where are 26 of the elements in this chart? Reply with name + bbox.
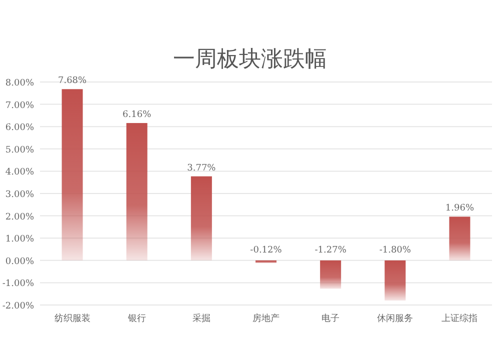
x-tick-label: 电子 <box>322 313 340 323</box>
data-label: -0.12% <box>250 245 282 256</box>
data-label: 3.77% <box>187 163 216 174</box>
x-tick-label: 休闲服务 <box>377 313 414 323</box>
y-tick-label: 5.00% <box>5 145 34 156</box>
x-tick-label: 房地产 <box>252 313 280 323</box>
chart-title: 一周板块涨跌幅 <box>173 47 327 72</box>
y-tick-label: 7.00% <box>5 100 34 111</box>
y-tick-label: 4.00% <box>5 168 34 178</box>
data-label: 7.68% <box>58 76 88 86</box>
x-tick-label: 纺织服装 <box>54 313 90 323</box>
y-tick-label: 0.00% <box>5 256 34 267</box>
data-label: 1.96% <box>445 204 474 214</box>
y-tick-label: 8.00% <box>5 78 34 88</box>
y-tick-label: 6.00% <box>5 123 34 134</box>
data-label: -1.80% <box>379 245 412 256</box>
y-tick-label: 2.00% <box>5 212 34 222</box>
y-tick-label: -1.00% <box>2 279 34 290</box>
x-tick-label: 上证综指 <box>442 313 478 323</box>
data-label: 6.16% <box>122 110 152 120</box>
x-tick-label: 采掘 <box>192 313 210 323</box>
y-tick-label: 1.00% <box>5 234 34 245</box>
data-label: -1.27% <box>314 245 347 256</box>
x-tick-label: 银行 <box>126 313 146 323</box>
y-tick-label: 3.00% <box>5 190 34 200</box>
y-tick-label: -2.00% <box>2 302 34 312</box>
